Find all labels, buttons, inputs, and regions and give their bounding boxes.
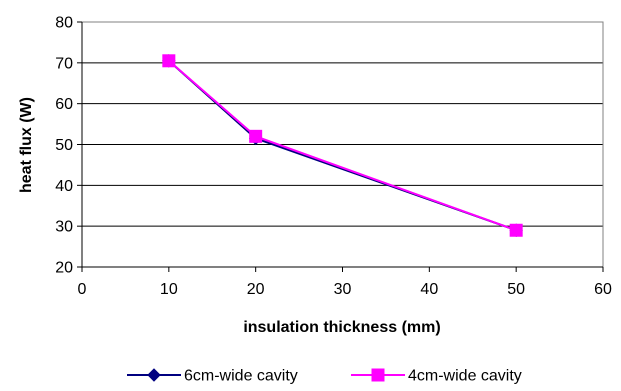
y-tick-label-20: 20 (55, 260, 73, 277)
y-tick-label-70: 70 (55, 55, 73, 72)
x-tick-label-10: 10 (160, 281, 178, 298)
y-tick-label-40: 40 (55, 178, 73, 195)
series-2 (162, 54, 523, 237)
data-point-2-3 (509, 223, 523, 237)
x-tick-labels: 0 10 20 30 40 50 60 (78, 281, 612, 298)
legend-marker-1 (147, 368, 161, 382)
x-tick-label-20: 20 (247, 281, 265, 298)
y-tick-label-80: 80 (55, 15, 73, 32)
legend: 6cm-wide cavity 4cm-wide cavity (127, 368, 522, 385)
legend-item-2: 4cm-wide cavity (351, 368, 522, 385)
axes (77, 21, 604, 272)
x-axis-label: insulation thickness (mm) (243, 319, 440, 336)
x-tick-label-40: 40 (420, 281, 438, 298)
y-axis-label: heat flux (W) (18, 97, 35, 193)
legend-item-1: 6cm-wide cavity (127, 368, 298, 385)
y-tick-label-50: 50 (55, 137, 73, 154)
x-tick-label-50: 50 (507, 281, 525, 298)
series-group (162, 54, 523, 237)
x-tick-label-60: 60 (594, 281, 612, 298)
legend-label-2: 4cm-wide cavity (408, 368, 522, 385)
data-point-2-1 (162, 54, 176, 68)
y-tick-label-60: 60 (55, 96, 73, 113)
x-tick-label-0: 0 (78, 281, 87, 298)
data-point-2-2 (249, 129, 263, 143)
x-tick-label-30: 30 (334, 281, 352, 298)
y-tick-labels: 20 30 40 50 60 70 80 (55, 15, 73, 277)
legend-label-1: 6cm-wide cavity (184, 368, 298, 385)
legend-marker-2 (371, 368, 385, 382)
y-tick-label-30: 30 (55, 219, 73, 236)
